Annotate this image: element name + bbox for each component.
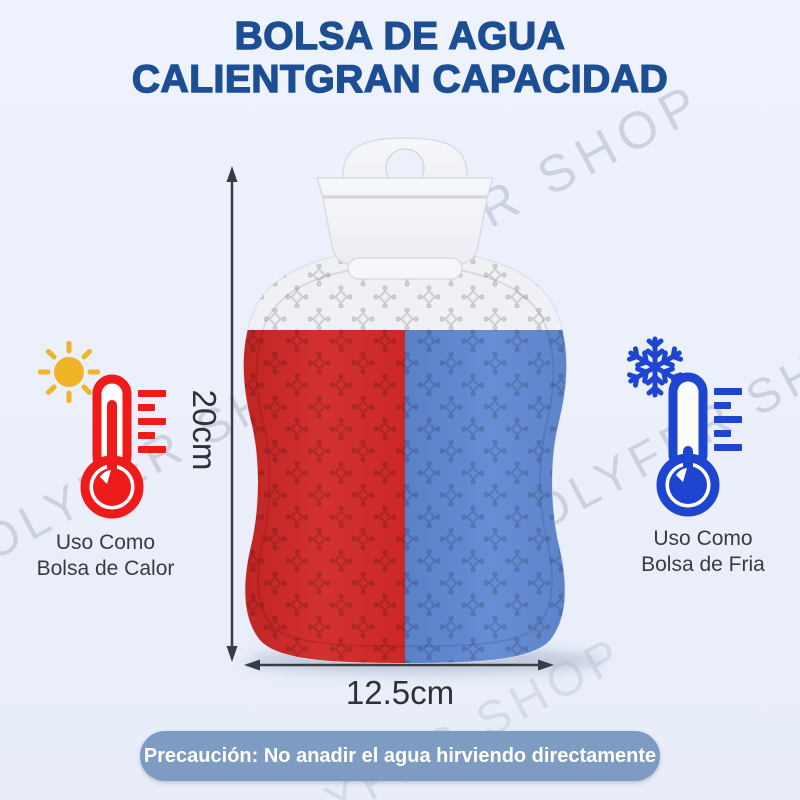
- snowflake-icon: [624, 336, 686, 398]
- hot-usage-caption-line1: Uso Como: [55, 531, 156, 554]
- bottle-body: [243, 247, 567, 664]
- hot-usage-caption-line2: Bolsa de Calor: [36, 557, 175, 581]
- height-dimension-arrow: [226, 166, 238, 662]
- cold-usage-caption: Uso Como Bolsa de Fria: [608, 526, 798, 579]
- width-dimension-label: 12.5cm: [345, 674, 455, 711]
- hot-usage-caption: Uso Como Bolsa de Calor: [8, 530, 203, 583]
- thermometer-cold-icon: [656, 372, 742, 517]
- caution-banner: Precaución: No anadir el agua hirviendo …: [140, 731, 660, 781]
- page-title-line2: CALIENTGRAN CAPACIDAD: [131, 57, 669, 101]
- page-title: BOLSA DE AGUA CALIENTGRAN CAPACIDAD: [0, 14, 800, 102]
- bottle-cap-funnel: [315, 177, 495, 280]
- caution-text: Precaución: No anadir el agua hirviendo …: [143, 744, 657, 767]
- height-dimension-label: 20cm: [186, 389, 223, 471]
- sun-icon: [38, 341, 100, 403]
- cold-usage-caption-line2: Bolsa de Fria: [641, 553, 765, 577]
- cold-usage-caption-line1: Uso Como: [653, 527, 753, 550]
- width-dimension-arrow: [244, 659, 554, 671]
- page-title-line1: BOLSA DE AGUA: [234, 14, 566, 58]
- thermometer-hot-icon: [80, 374, 166, 519]
